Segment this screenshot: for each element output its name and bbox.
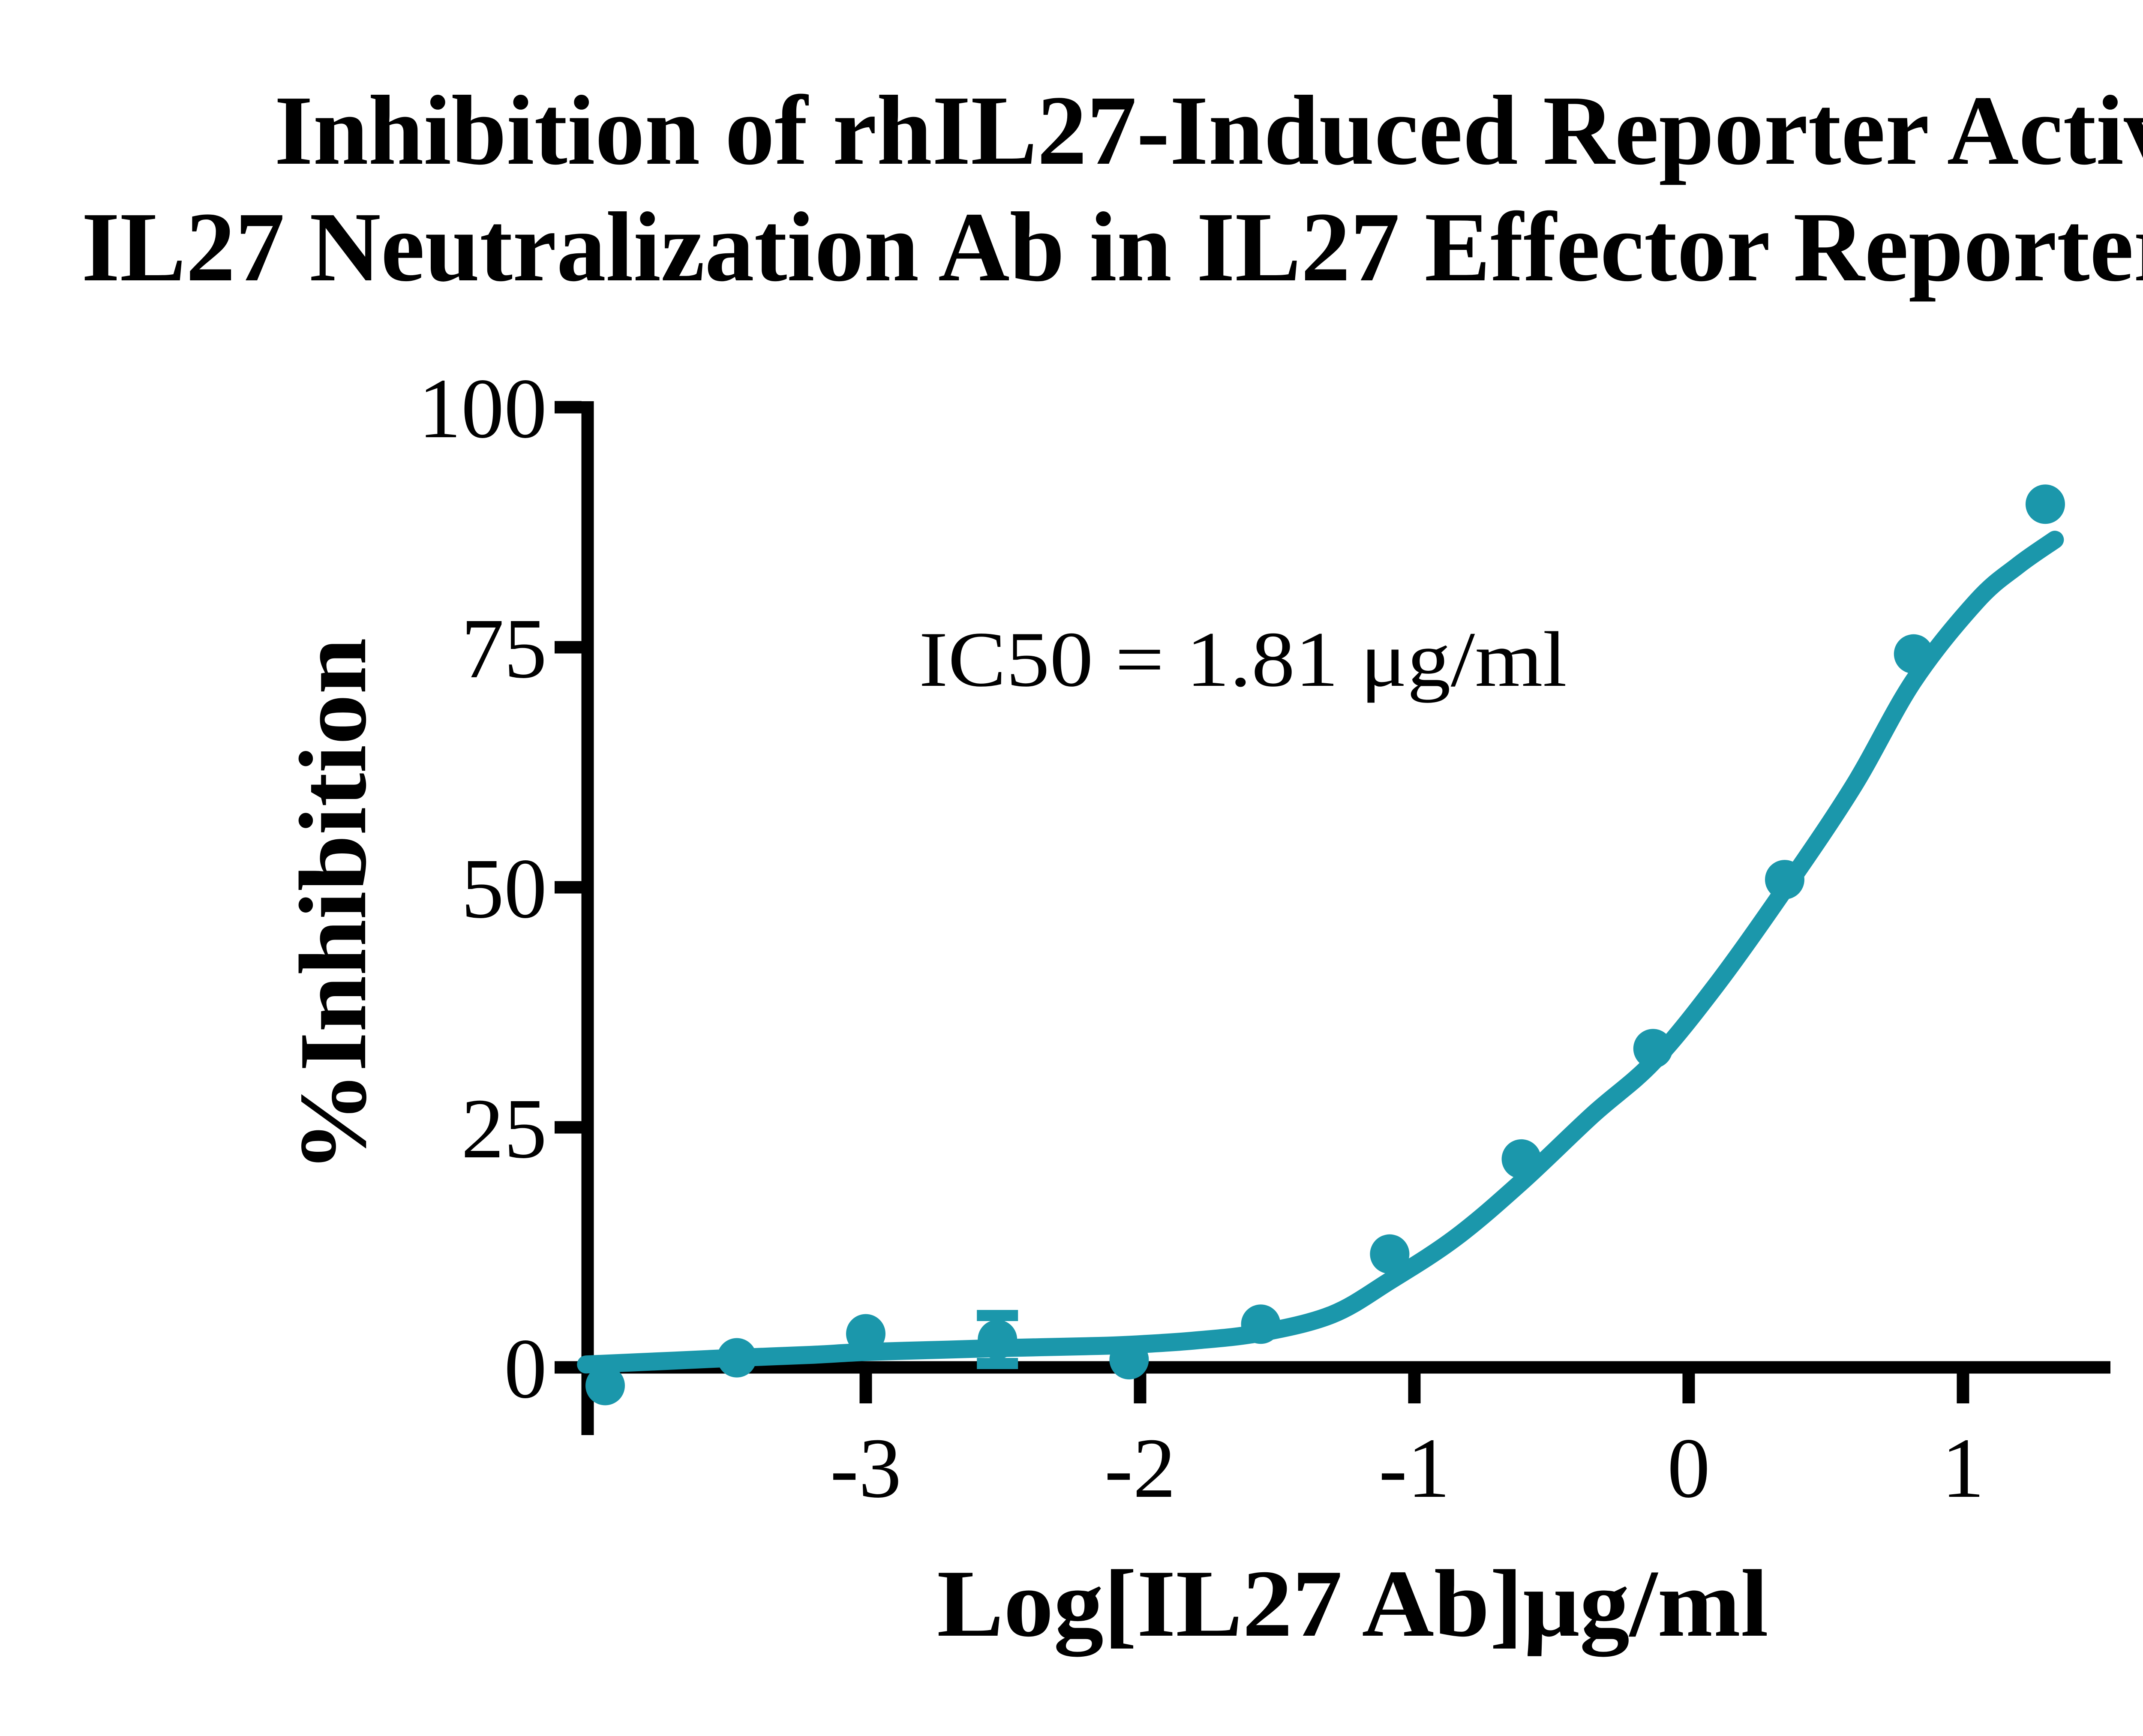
y-tick-label: 75 [461, 601, 547, 696]
chart-title-line-1: Inhibition of rhIL27-Induced Reporter Ac… [274, 75, 2143, 186]
y-tick-label: 50 [461, 841, 547, 936]
plot-area: -3 -2 -1 0 1 0 25 50 75 100 [418, 361, 2110, 1516]
y-axis-title: %Inhibition [280, 638, 386, 1173]
data-point [1894, 634, 1933, 674]
chart-title-line-2: IL27 Neutralization Ab in IL27 Effector … [81, 192, 2143, 302]
y-tick-label: 100 [418, 361, 547, 456]
chart-title: Inhibition of rhIL27-Induced Reporter Ac… [81, 75, 2143, 302]
x-tick-label: 1 [1942, 1421, 1984, 1516]
x-tick-label: 0 [1667, 1421, 1710, 1516]
y-tick-label: 0 [504, 1322, 547, 1416]
data-point [585, 1366, 625, 1406]
data-point [1765, 860, 1804, 900]
x-axis-title: Log[IL27 Ab]μg/ml [937, 1550, 1768, 1657]
data-point [1370, 1234, 1410, 1274]
ic50-annotation: IC50 = 1.81 μg/ml [919, 616, 1567, 703]
data-point [1501, 1139, 1541, 1179]
data-point [846, 1314, 885, 1354]
y-tick-label: 25 [461, 1081, 547, 1176]
data-point [2026, 484, 2065, 524]
x-tick-label: -2 [1105, 1421, 1176, 1516]
data-point [1109, 1340, 1149, 1380]
data-point [978, 1320, 1017, 1360]
data-point [1241, 1304, 1281, 1344]
data-point [717, 1338, 757, 1378]
data-point [1633, 1029, 1673, 1069]
x-tick-label: -3 [830, 1421, 902, 1516]
x-tick-label: -1 [1379, 1421, 1450, 1516]
